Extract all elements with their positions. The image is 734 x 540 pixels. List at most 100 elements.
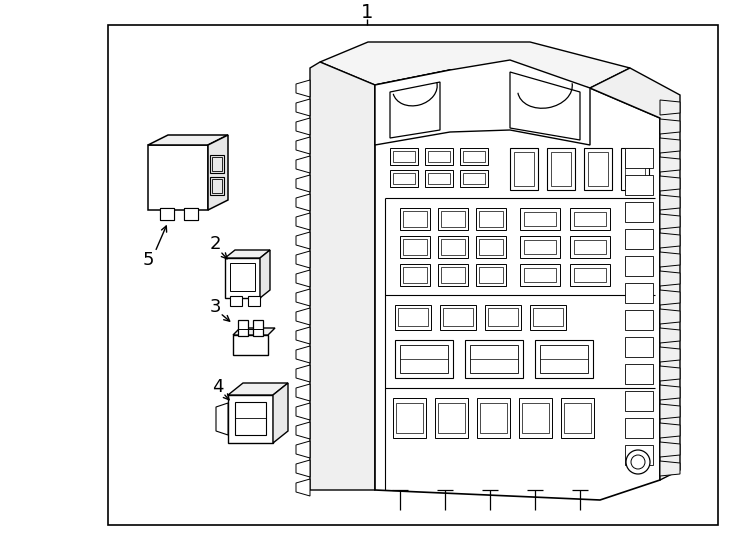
Bar [520, 236, 560, 258]
Bar [210, 177, 224, 195]
Bar [184, 208, 198, 220]
Bar [625, 337, 653, 357]
Bar [390, 170, 418, 187]
Bar [520, 264, 560, 286]
Polygon shape [296, 460, 310, 477]
Bar [390, 148, 418, 165]
Polygon shape [660, 366, 680, 381]
Bar [530, 305, 566, 330]
Polygon shape [375, 60, 590, 145]
Bar [621, 148, 649, 190]
Text: 3: 3 [209, 298, 221, 316]
Bar [519, 398, 552, 438]
Polygon shape [296, 327, 310, 344]
Polygon shape [216, 403, 228, 435]
Bar [625, 202, 653, 222]
Polygon shape [660, 100, 680, 115]
Bar [235, 402, 266, 435]
Bar [524, 212, 556, 226]
Bar [395, 305, 431, 330]
Polygon shape [660, 233, 680, 248]
Polygon shape [148, 145, 208, 210]
Bar [574, 240, 606, 254]
Bar [625, 256, 653, 276]
Polygon shape [260, 250, 270, 298]
Bar [476, 236, 506, 258]
Polygon shape [320, 42, 630, 88]
Bar [485, 305, 521, 330]
Bar [438, 208, 468, 230]
Polygon shape [660, 347, 680, 362]
Bar [625, 445, 653, 465]
Bar [570, 264, 610, 286]
Bar [400, 345, 448, 373]
Polygon shape [375, 70, 660, 500]
Bar [396, 403, 423, 433]
Polygon shape [510, 72, 580, 140]
Polygon shape [296, 118, 310, 135]
Bar [403, 211, 427, 227]
Polygon shape [225, 250, 270, 258]
Polygon shape [296, 213, 310, 230]
Polygon shape [296, 403, 310, 420]
Bar [564, 403, 591, 433]
Bar [625, 418, 653, 438]
Bar [403, 267, 427, 283]
Polygon shape [296, 479, 310, 496]
Bar [441, 267, 465, 283]
Bar [160, 208, 174, 220]
Bar [535, 340, 593, 378]
Bar [441, 239, 465, 255]
Bar [393, 151, 415, 162]
Bar [395, 340, 453, 378]
Bar [400, 264, 430, 286]
Bar [584, 148, 612, 190]
Bar [400, 236, 430, 258]
Bar [625, 148, 653, 168]
Polygon shape [296, 346, 310, 363]
Bar [465, 340, 523, 378]
Bar [476, 208, 506, 230]
Polygon shape [296, 232, 310, 249]
Bar [476, 264, 506, 286]
Bar [160, 208, 174, 220]
Bar [428, 151, 450, 162]
Bar [460, 170, 488, 187]
Polygon shape [225, 258, 260, 298]
Polygon shape [296, 156, 310, 173]
Bar [520, 208, 560, 230]
Bar [230, 296, 242, 306]
Bar [625, 152, 645, 186]
Bar [428, 173, 450, 184]
Bar [403, 239, 427, 255]
Bar [425, 148, 453, 165]
Text: 5: 5 [142, 251, 153, 269]
Bar [570, 208, 610, 230]
Polygon shape [660, 309, 680, 324]
Polygon shape [310, 62, 375, 490]
Polygon shape [148, 135, 228, 145]
Ellipse shape [631, 455, 645, 469]
Bar [184, 208, 198, 220]
Bar [212, 179, 222, 193]
Polygon shape [660, 252, 680, 267]
Bar [463, 151, 485, 162]
Bar [393, 173, 415, 184]
Polygon shape [660, 119, 680, 134]
Bar [480, 403, 507, 433]
Bar [625, 310, 653, 330]
Bar [479, 211, 503, 227]
Bar [625, 391, 653, 411]
Bar [561, 398, 594, 438]
Bar [400, 208, 430, 230]
Ellipse shape [626, 450, 650, 474]
Polygon shape [233, 328, 275, 335]
Bar [524, 240, 556, 254]
Text: 4: 4 [212, 378, 224, 396]
Polygon shape [296, 384, 310, 401]
Polygon shape [296, 80, 310, 97]
Polygon shape [660, 290, 680, 305]
Polygon shape [660, 157, 680, 172]
Bar [460, 148, 488, 165]
Polygon shape [296, 308, 310, 325]
